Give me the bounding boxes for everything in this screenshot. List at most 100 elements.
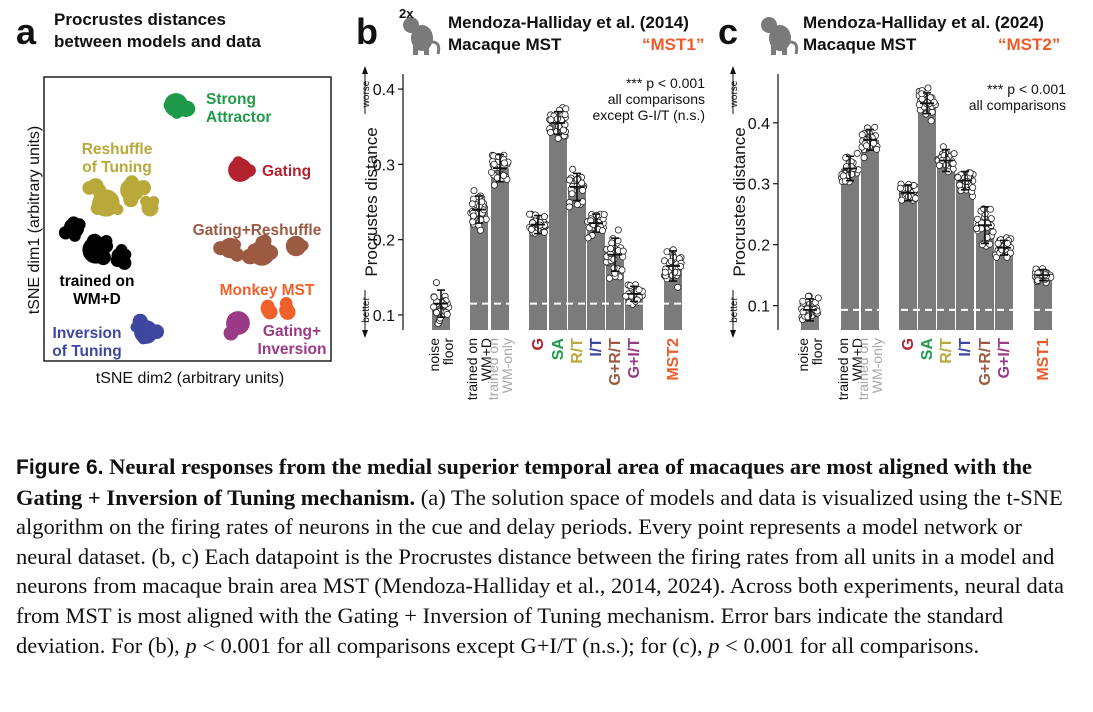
better-arrow-head	[362, 330, 368, 338]
data-point	[430, 303, 438, 311]
tsne-cluster-label: Gating+Reshuffle	[193, 222, 322, 239]
tsne-point	[100, 240, 114, 253]
panel-b-letter: b	[356, 11, 378, 52]
data-point	[839, 172, 847, 180]
panel-c-subtitle: Macaque MST	[803, 35, 917, 54]
data-point	[584, 234, 592, 242]
bar-trained-on-wm-only	[861, 139, 879, 330]
data-point	[565, 203, 573, 211]
x-tick-label: G	[530, 338, 547, 350]
tsne-point	[260, 302, 272, 314]
x-tick-label: WM-only	[499, 338, 515, 393]
data-point	[443, 310, 451, 318]
bar-trained-on-wm-only	[491, 168, 509, 330]
bar-mst2	[664, 266, 682, 330]
figure-caption: Figure 6. Neural responses from the medi…	[16, 452, 1081, 660]
y-tick-label: 0.1	[748, 299, 770, 316]
tsne-point	[213, 241, 228, 256]
data-point	[896, 184, 904, 192]
x-tick-label: noise	[426, 338, 442, 372]
data-point	[869, 139, 877, 147]
data-point	[626, 281, 634, 289]
tsne-point	[86, 233, 103, 250]
caption-lead: Figure 6.	[16, 456, 104, 479]
better-arrow-head	[730, 330, 736, 338]
y-tick-label: 0.2	[748, 238, 770, 255]
caption-title: Neural responses from the medial superio…	[16, 454, 1032, 510]
tsne-cluster-label: WM+D	[73, 291, 121, 308]
x-tick-label: WM-only	[869, 338, 885, 393]
x-tick-label: I/T	[588, 338, 605, 357]
x-tick-label: WM+D	[478, 338, 494, 381]
data-point	[873, 145, 881, 153]
panel-b-header-prefix: 2x	[399, 6, 414, 21]
tsne-point	[255, 235, 269, 249]
panel-a-title-line1: Procrustes distances	[54, 10, 226, 29]
tsne-frame	[43, 76, 332, 362]
y-tick-label: 0.3	[373, 157, 395, 174]
data-point	[546, 128, 554, 136]
tsne-cluster-label: Reshuffle	[82, 141, 153, 158]
tsne-point	[229, 312, 240, 324]
monkey-icon	[396, 12, 442, 61]
tsne-point	[231, 163, 247, 179]
tsne-point	[243, 249, 258, 265]
data-point	[973, 215, 981, 223]
x-tick-label: G	[900, 338, 917, 350]
data-point	[554, 134, 562, 142]
data-point	[470, 212, 478, 220]
data-point	[862, 142, 870, 150]
x-tick-label: trained on	[855, 338, 871, 400]
data-point	[547, 116, 555, 124]
caption-body-3: < 0.001 for all comparisons.	[725, 632, 980, 658]
data-point	[927, 117, 935, 125]
data-point	[853, 149, 861, 157]
x-tick-label: trained on	[464, 338, 480, 400]
data-point	[433, 309, 441, 317]
bar-sa	[549, 122, 567, 330]
data-point	[607, 245, 615, 253]
tsne-point	[104, 195, 117, 208]
x-tick-label: G+I/T	[996, 338, 1013, 379]
panel-a-letter: a	[16, 11, 37, 52]
worse-arrow-head	[730, 66, 736, 74]
data-point	[573, 200, 581, 208]
data-point	[858, 131, 866, 139]
x-tick-label: MST1	[1035, 338, 1052, 381]
data-point	[540, 213, 548, 221]
tsne-cluster-label: Inversion	[258, 341, 327, 358]
data-point	[490, 181, 498, 189]
tsne-cluster-label: Gating+	[263, 323, 321, 340]
data-point	[527, 225, 535, 233]
tsne-xlabel: tSNE dim2 (arbitrary units)	[96, 370, 285, 387]
bar-mst1	[1034, 275, 1052, 330]
tsne-point	[138, 334, 149, 345]
tsne-point	[230, 247, 245, 262]
data-point	[569, 165, 577, 173]
data-point	[635, 286, 643, 294]
worse-arrow-head	[362, 66, 368, 74]
tsne-cluster-label: Monkey MST	[220, 282, 315, 299]
x-tick-label: SA	[550, 338, 567, 361]
tsne-point	[92, 195, 108, 211]
stats-annotation: *** p < 0.001	[987, 81, 1066, 97]
stats-annotation: *** p < 0.001	[626, 75, 705, 91]
monkey-icon	[754, 12, 800, 61]
data-point	[608, 239, 616, 247]
stats-annotation: except G-I/T (n.s.)	[592, 107, 705, 123]
data-point	[674, 283, 682, 291]
data-point	[661, 268, 669, 276]
data-point	[898, 196, 906, 204]
data-point	[470, 187, 478, 195]
tsne-point	[129, 183, 144, 197]
data-point	[559, 126, 567, 134]
data-point	[969, 184, 977, 192]
x-tick-label: floor	[440, 338, 456, 366]
data-point	[618, 266, 626, 274]
worse-label: worse	[729, 80, 740, 108]
data-point	[950, 150, 958, 158]
worse-label: worse	[361, 80, 372, 108]
bar-sa	[918, 103, 936, 330]
data-point	[605, 274, 613, 282]
